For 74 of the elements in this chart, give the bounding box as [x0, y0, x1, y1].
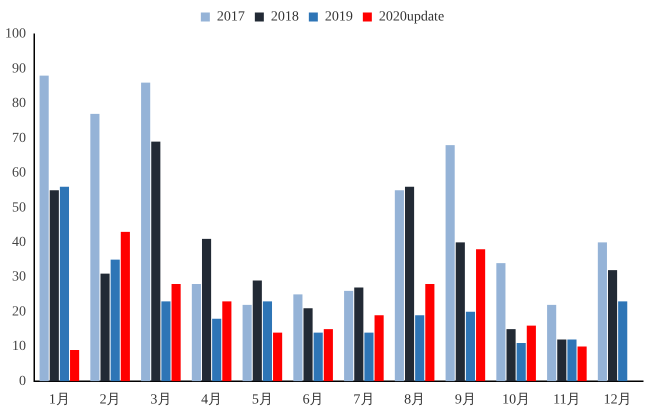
bar	[374, 315, 384, 382]
legend-label: 2018	[270, 10, 299, 25]
bar	[598, 242, 607, 382]
bar	[50, 190, 59, 382]
x-tick-label: 8月	[404, 392, 426, 408]
bar	[90, 114, 100, 382]
y-tick-label: 60	[12, 166, 26, 181]
bar	[425, 284, 434, 382]
y-tick-label: 100	[5, 26, 26, 42]
y-tick-label: 90	[12, 61, 26, 76]
x-tick-label: 7月	[353, 392, 374, 408]
bar	[608, 270, 618, 382]
bar	[100, 274, 110, 382]
bar	[557, 340, 566, 382]
legend-label: 2020update	[378, 10, 444, 25]
bar	[202, 238, 212, 382]
bar	[252, 280, 262, 382]
bar	[344, 290, 354, 382]
x-tick-label: 4月	[201, 392, 222, 408]
bar	[526, 326, 536, 382]
bar	[262, 301, 272, 382]
bar	[222, 301, 232, 382]
bar	[40, 76, 49, 382]
bar	[192, 284, 201, 382]
x-tick-label: 12月	[604, 392, 632, 408]
bar	[172, 284, 181, 382]
bar	[456, 242, 465, 382]
bar	[496, 263, 506, 382]
bar	[273, 332, 282, 382]
y-tick-label: 20	[12, 304, 26, 320]
bar	[547, 304, 556, 382]
y-tick-label: 80	[12, 96, 26, 112]
bar	[60, 186, 70, 382]
x-tick-label: 11月	[553, 392, 581, 408]
y-tick-label: 10	[12, 339, 26, 354]
y-tick-label: 50	[12, 200, 26, 216]
bar	[141, 82, 150, 382]
y-tick-label: 70	[12, 130, 26, 146]
bar	[578, 346, 587, 382]
y-tick-label: 30	[12, 270, 26, 285]
bar	[120, 232, 130, 382]
bar	[415, 315, 424, 382]
bar	[404, 186, 414, 382]
legend-label: 2019	[324, 10, 353, 25]
x-tick-label: 10月	[502, 392, 530, 408]
bar	[466, 312, 476, 382]
y-tick-label: 0	[19, 374, 26, 389]
bar	[303, 308, 313, 382]
bar	[212, 318, 222, 382]
y-tick-label: 40	[12, 234, 26, 250]
bar	[314, 332, 323, 382]
legend-label: 2017	[216, 10, 245, 25]
x-tick-label: 3月	[150, 392, 172, 408]
bar	[242, 304, 252, 382]
bar	[516, 343, 526, 382]
bar	[506, 329, 516, 382]
bar	[293, 294, 302, 382]
bar	[110, 260, 120, 382]
bar	[151, 142, 160, 382]
bar	[324, 329, 333, 382]
bar	[161, 301, 171, 382]
bar	[618, 301, 628, 382]
x-tick-label: 6月	[302, 392, 324, 408]
x-tick-label: 9月	[454, 392, 476, 408]
x-tick-label: 1月	[48, 392, 70, 408]
bar	[567, 340, 577, 382]
bar	[70, 350, 80, 382]
bar	[394, 190, 404, 382]
bar	[476, 249, 486, 382]
bar	[446, 145, 455, 382]
x-tick-label: 5月	[252, 392, 273, 408]
x-tick-label: 2月	[100, 392, 121, 408]
bar	[354, 287, 364, 382]
bar	[364, 332, 374, 382]
